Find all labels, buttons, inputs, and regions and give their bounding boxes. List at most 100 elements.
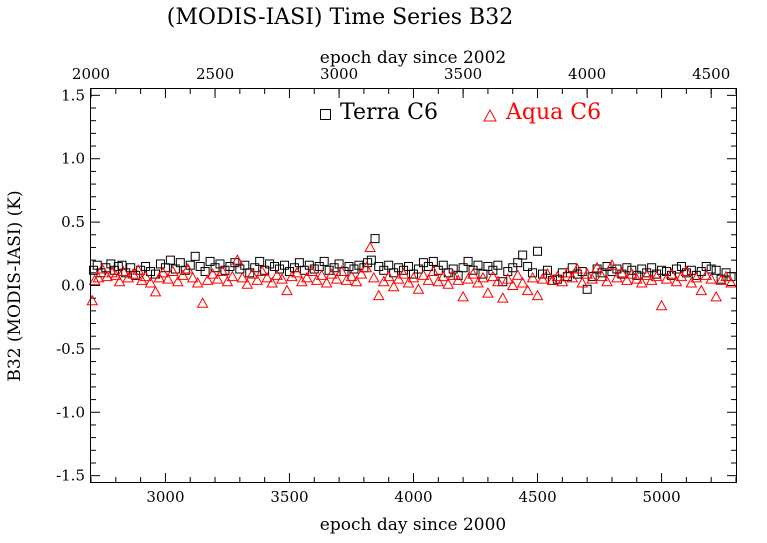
x-tick-label: 4500 xyxy=(518,488,556,506)
terra-point xyxy=(404,261,414,271)
terra-point xyxy=(370,234,380,244)
legend: Terra C6 Aqua C6 xyxy=(320,100,601,125)
aqua-point xyxy=(551,270,564,282)
chart-title: (MODIS-IASI) Time Series B32 xyxy=(167,5,513,30)
aqua-point xyxy=(690,271,703,283)
aqua-point xyxy=(335,265,348,277)
aqua-point xyxy=(516,276,529,288)
aqua-point xyxy=(541,268,554,279)
aqua-point xyxy=(167,265,179,277)
terra-point xyxy=(711,265,721,275)
terra-point xyxy=(141,261,151,271)
aqua-point xyxy=(226,270,239,282)
aqua-point xyxy=(531,289,544,301)
aqua-point xyxy=(281,284,293,296)
bottom-x-axis-title: epoch day since 2000 xyxy=(320,515,506,535)
aqua-point xyxy=(482,287,494,298)
y-axis-title: B32 (MODIS-IASI) (K) xyxy=(5,190,25,381)
y-tick-label: -1.5 xyxy=(56,467,85,485)
terra-point xyxy=(632,270,642,280)
terra-point xyxy=(433,265,443,275)
aqua-point xyxy=(271,269,283,280)
aqua-point xyxy=(355,268,368,279)
aqua-point xyxy=(566,271,579,283)
terra-point xyxy=(478,269,488,279)
aqua-point xyxy=(477,271,489,283)
aqua-point xyxy=(340,274,353,285)
terra-point xyxy=(622,263,632,273)
aqua-point xyxy=(320,276,333,288)
y-tick-label: 1.0 xyxy=(61,150,85,168)
terra-point xyxy=(642,268,652,278)
y-tick-label: 0.0 xyxy=(61,277,85,295)
data-points xyxy=(86,234,737,311)
aqua-point xyxy=(127,268,140,279)
aqua-point xyxy=(231,254,244,265)
tick-labels: 3000 3500 4000 4500 5000 2000 2500 3000 3500 4000… xyxy=(56,65,730,506)
legend-terra-label: Terra C6 xyxy=(340,100,438,125)
terra-point xyxy=(195,261,205,271)
aqua-point xyxy=(526,271,539,283)
aqua-point xyxy=(106,266,118,278)
aqua-point xyxy=(506,279,519,290)
aqua-point xyxy=(117,265,130,277)
terra-point xyxy=(354,260,364,270)
aqua-point xyxy=(655,299,668,311)
aqua-point xyxy=(251,274,264,285)
terra-point xyxy=(270,261,280,271)
aqua-point xyxy=(96,262,109,274)
terra-point xyxy=(314,261,324,271)
aqua-point xyxy=(625,268,638,279)
aqua-point xyxy=(491,275,504,287)
aqua-point xyxy=(246,268,259,279)
aqua-point xyxy=(432,275,445,287)
y-tick-label: -0.5 xyxy=(56,340,85,358)
aqua-point xyxy=(447,269,460,280)
terra-point xyxy=(366,255,376,265)
aqua-point xyxy=(601,275,613,287)
legend-aqua-label: Aqua C6 xyxy=(505,100,601,125)
aqua-point xyxy=(665,268,678,279)
terra-point xyxy=(448,264,458,274)
terra-point xyxy=(299,265,309,275)
terra-point xyxy=(627,265,637,275)
aqua-point xyxy=(296,275,308,287)
x2-tick-label: 3500 xyxy=(444,65,482,83)
aqua-point xyxy=(591,261,603,273)
aqua-point xyxy=(300,271,313,283)
terra-point xyxy=(240,260,250,270)
aqua-point xyxy=(596,270,608,282)
aqua-point xyxy=(261,271,273,283)
aqua-point xyxy=(442,278,455,289)
aqua-point xyxy=(660,273,673,284)
terra-point xyxy=(165,255,175,265)
terra-point xyxy=(493,260,503,270)
terra-point xyxy=(582,284,592,294)
terra-point xyxy=(528,268,538,278)
aqua-point xyxy=(136,274,148,285)
aqua-point xyxy=(462,273,474,284)
aqua-point xyxy=(216,265,229,277)
aqua-point xyxy=(725,276,737,288)
aqua-point xyxy=(645,274,658,285)
terra-point xyxy=(607,267,617,277)
aqua-point xyxy=(407,271,420,283)
aqua-point xyxy=(276,273,288,284)
aqua-point xyxy=(387,280,400,292)
terra-point xyxy=(657,265,667,275)
terra-point xyxy=(597,268,607,278)
terra-point xyxy=(438,260,448,270)
terra-point xyxy=(701,261,711,271)
x2-tick-label: 4000 xyxy=(568,65,606,83)
aqua-point xyxy=(675,270,688,282)
terra-point xyxy=(458,263,468,273)
aqua-point xyxy=(211,273,224,284)
x-tick-label: 3500 xyxy=(270,488,308,506)
aqua-point xyxy=(392,273,405,284)
terra-point xyxy=(671,264,681,274)
terra-point xyxy=(542,265,552,275)
aqua-point xyxy=(695,284,708,296)
y-tick-label: 1.5 xyxy=(61,86,85,104)
aqua-point xyxy=(680,265,693,277)
aqua-point xyxy=(144,276,157,288)
